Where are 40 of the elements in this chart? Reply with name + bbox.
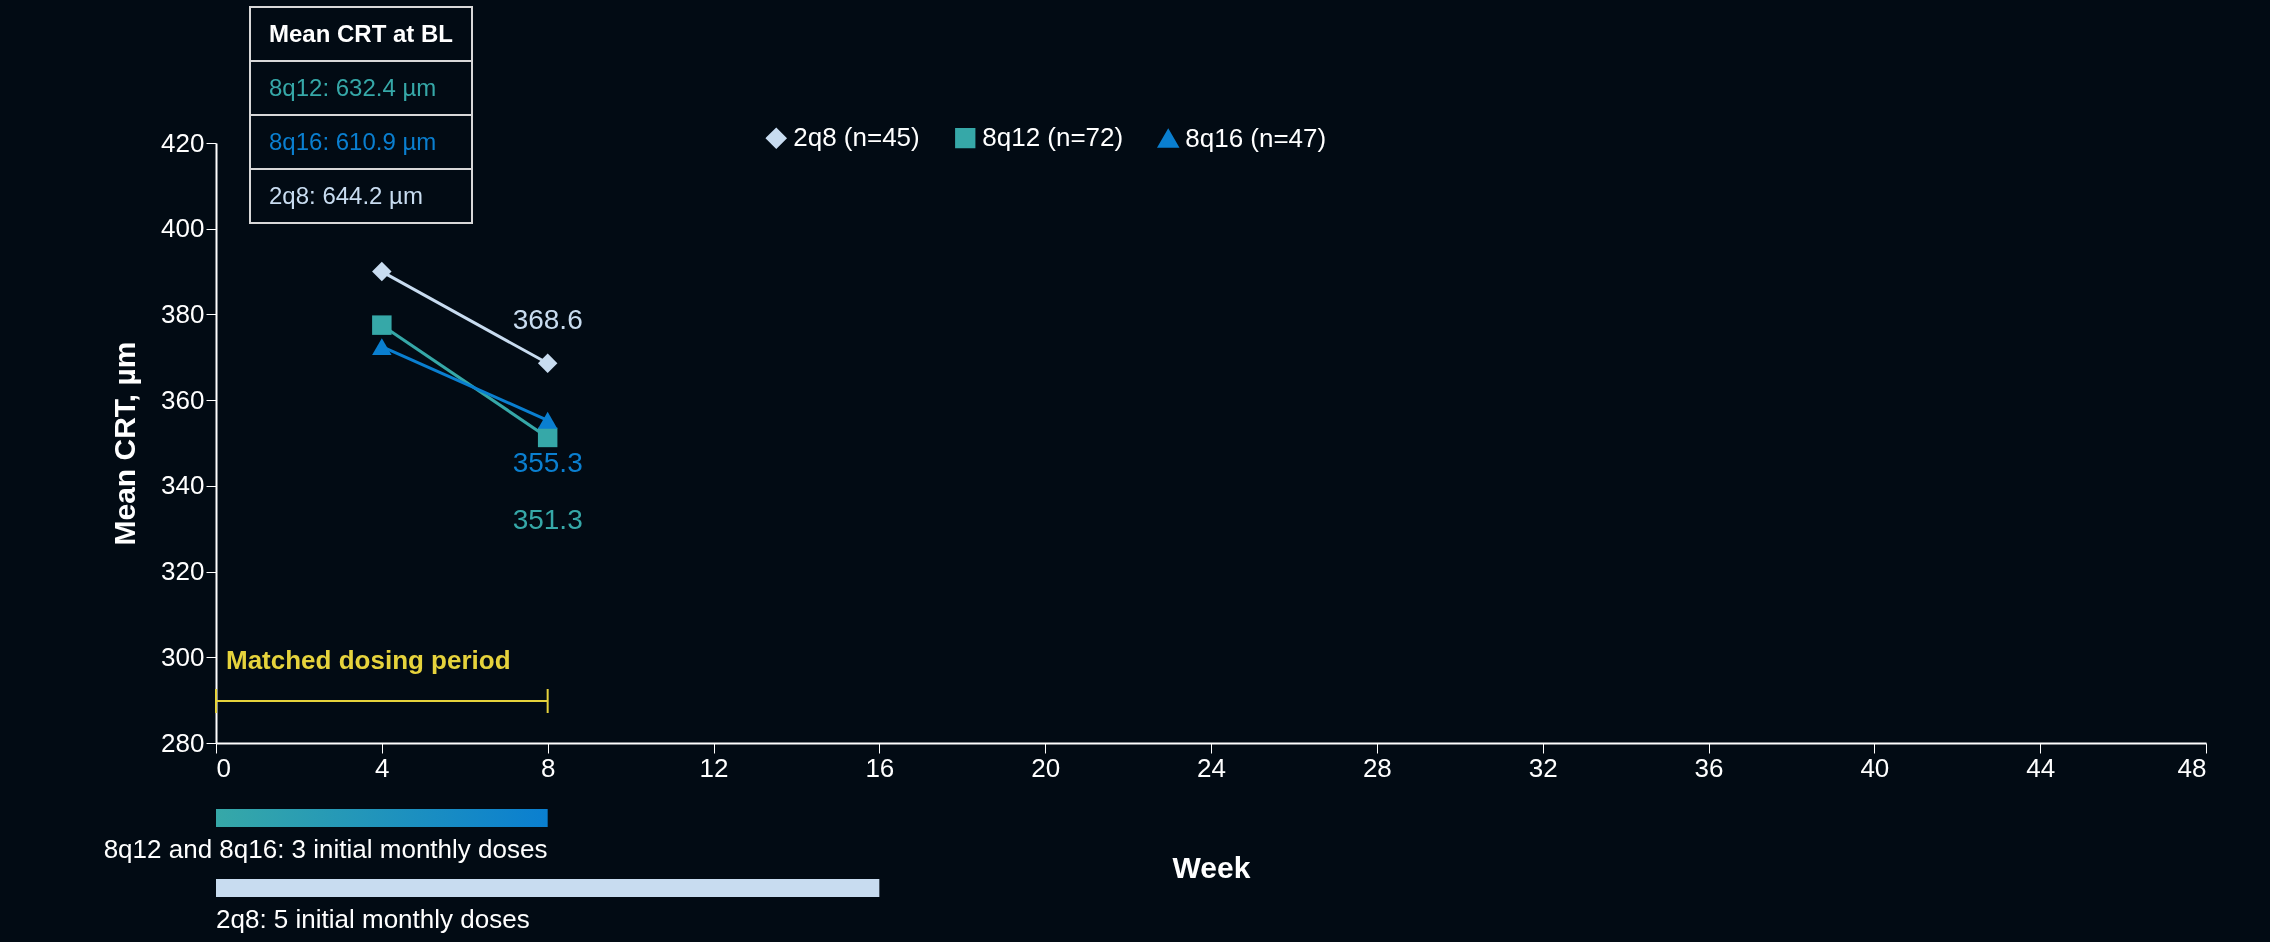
y-tick-label: 420 <box>161 127 205 158</box>
point <box>372 315 392 335</box>
x-tick-label: 24 <box>1197 752 1226 783</box>
x-tick-label: 8 <box>540 752 556 783</box>
x-tick-label: 16 <box>865 752 895 783</box>
x-tick-label: 40 <box>1860 752 1890 783</box>
x-tick-label: 12 <box>699 752 729 783</box>
x-tick-label: 36 <box>1694 752 1724 783</box>
annotation: 2q8: 644.2 µm <box>250 169 473 223</box>
legend-label: 8q16 (n=47) <box>1185 122 1327 153</box>
legend-label: 2q8 (n=45) <box>793 122 920 153</box>
x-tick-label: 0 <box>216 752 231 783</box>
y-tick-label: 400 <box>161 213 205 244</box>
annotation: 8q16: 610.9 µm <box>250 115 473 169</box>
text: 8q12: 632.4 µm <box>250 61 473 115</box>
y-axis-title: Mean CRT, µm <box>108 341 142 546</box>
text: Mean CRT at BL <box>250 7 473 61</box>
legend-label: 8q12 (n=72) <box>982 122 1124 153</box>
x-tick-label: 20 <box>1031 752 1061 783</box>
point <box>537 353 558 374</box>
point <box>372 261 392 282</box>
data-label: 351.3 <box>512 504 583 536</box>
data-label: 355.3 <box>512 447 583 479</box>
data-label: 368.6 <box>512 304 583 336</box>
text: 8q12 and 8q16: 3 initial monthly doses <box>103 834 548 865</box>
x-tick-label: 48 <box>2177 752 2207 783</box>
x-tick-label: 28 <box>1362 752 1392 783</box>
y-tick-label: 300 <box>161 641 205 672</box>
annotation: Matched dosing period <box>226 645 511 676</box>
y-tick-label: 360 <box>161 384 205 415</box>
text: 2q8: 5 initial monthly doses <box>216 904 530 935</box>
y-tick-label: 340 <box>161 470 205 501</box>
y-tick-label: 380 <box>161 298 205 329</box>
y-tick-label: 320 <box>161 556 205 587</box>
x-tick-label: 32 <box>1528 752 1558 783</box>
x-axis-title: Week <box>1172 850 1251 884</box>
x-tick-label: 4 <box>375 752 390 783</box>
x-tick-label: 44 <box>2026 752 2056 783</box>
y-tick-label: 280 <box>161 727 205 758</box>
point <box>537 427 558 448</box>
